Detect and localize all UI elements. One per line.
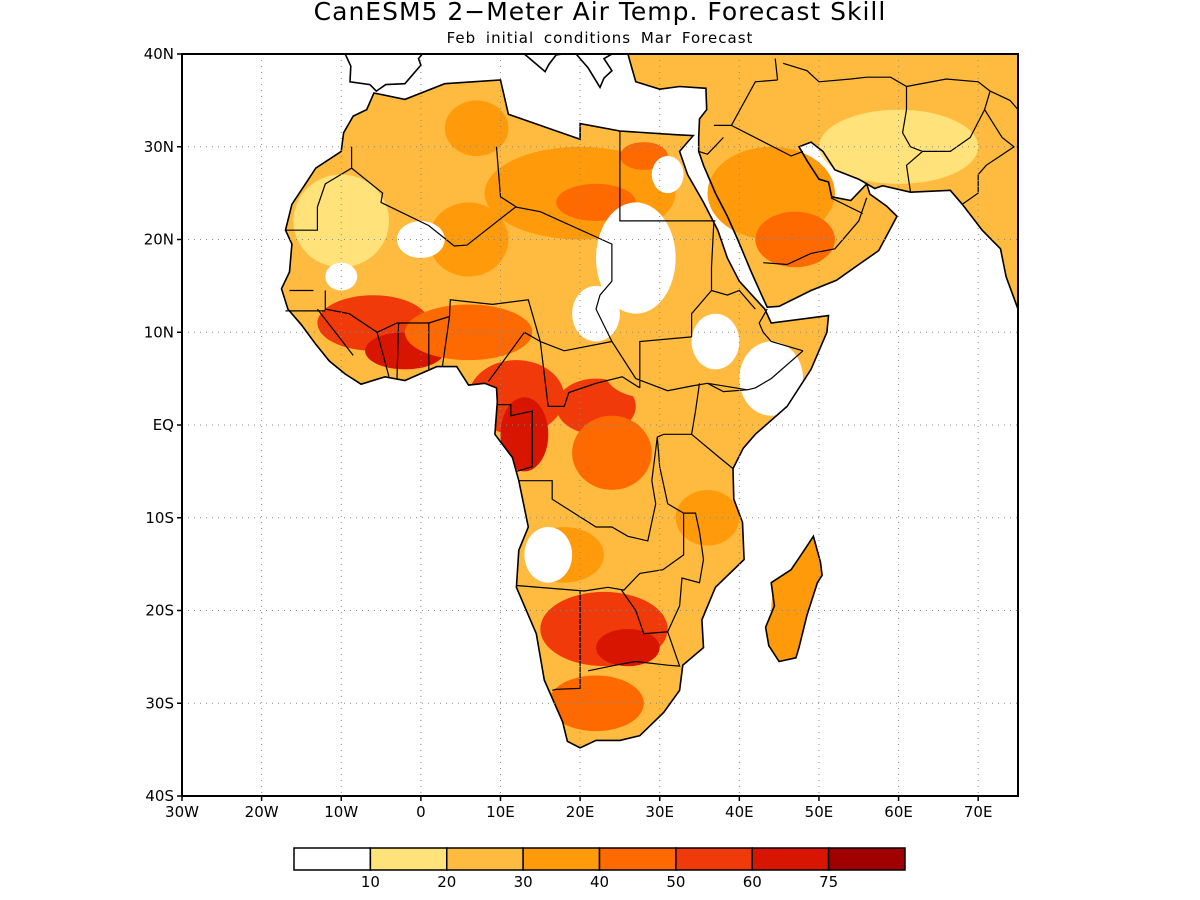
latitude-tick-label: 40S [145,787,174,805]
colorbar-swatch [446,847,524,871]
latitude-tick-label: 20N [144,231,174,249]
lat-lon-grid [182,54,1018,796]
skill-field-patch [404,304,533,361]
latitude-tick-label: 30N [144,138,174,156]
longitude-tick-label: 70E [964,803,993,821]
low-skill-patch [572,285,620,342]
skill-field-patch [755,211,835,268]
longitude-tick-label: 10E [486,803,515,821]
skill-field-patch [500,397,549,472]
colorbar-swatch [827,847,906,871]
colorbar-label: 60 [743,873,762,891]
longitude-tick-label: 20E [566,803,595,821]
skill-field-patch [771,573,803,648]
skill-field-patch [819,109,979,184]
latitude-tick-label: 40N [144,45,174,63]
low-skill-patch [651,156,684,194]
low-skill-patch [524,527,573,583]
colorbar-label: 50 [666,873,685,891]
colorbar-swatch [751,847,830,871]
latitude-tick-label: 30S [145,694,174,712]
latitude-tick-label: 10S [145,509,174,527]
latitude-axis: 40N 30N 20N 10N EQ 10S 20S 30S 40S [144,45,182,805]
africa-coastline [280,79,830,749]
longitude-axis: 30W 20W 10W 0 10E 20E 30E 40E 50E 60E 70E [165,796,992,821]
colorbar-swatch [675,847,753,871]
arabia-coastline [627,54,1018,310]
colorbar-label: 75 [819,873,838,891]
colorbar-label: 20 [437,873,456,891]
low-skill-patch [691,313,740,370]
latitude-tick-label: 20S [145,602,174,620]
madagascar-coastline [764,534,823,663]
skill-field-patch [596,629,660,667]
longitude-tick-label: 60E [884,803,913,821]
colorbar-label: 30 [514,873,533,891]
skill-field-patch [675,490,740,546]
longitude-tick-label: 50E [805,803,834,821]
longitude-tick-label: 20W [245,803,279,821]
latitude-tick-label: EQ [153,416,174,434]
longitude-tick-label: 30W [165,803,199,821]
skill-field-patch [428,202,509,277]
longitude-tick-label: 10W [324,803,358,821]
longitude-tick-label: 0 [416,803,426,821]
colorbar-label: 40 [590,873,609,891]
colorbar-label: 10 [361,873,380,891]
skill-field-patch [683,415,748,490]
skill-field-patch [444,100,509,156]
skill-field-patch [572,415,652,490]
skill-field-patch [604,341,684,398]
longitude-tick-label: 30E [645,803,674,821]
skill-field-patch [293,174,390,268]
low-skill-patch [396,220,445,259]
longitude-tick-label: 40E [725,803,754,821]
colorbar-swatch [522,847,601,871]
colorbar-swatch [293,847,372,871]
low-skill-patch [596,202,676,314]
colorbar-swatch [369,847,448,871]
europe-coastline [344,54,613,93]
colorbar: 10 20 30 40 50 60 75 [293,847,906,891]
latitude-tick-label: 10N [144,323,174,341]
map-title: CanESM5 2−Meter Air Temp. Forecast Skill [313,0,887,26]
colorbar-swatch [598,847,677,871]
map-subtitle: Feb initial conditions Mar Forecast [446,29,754,47]
